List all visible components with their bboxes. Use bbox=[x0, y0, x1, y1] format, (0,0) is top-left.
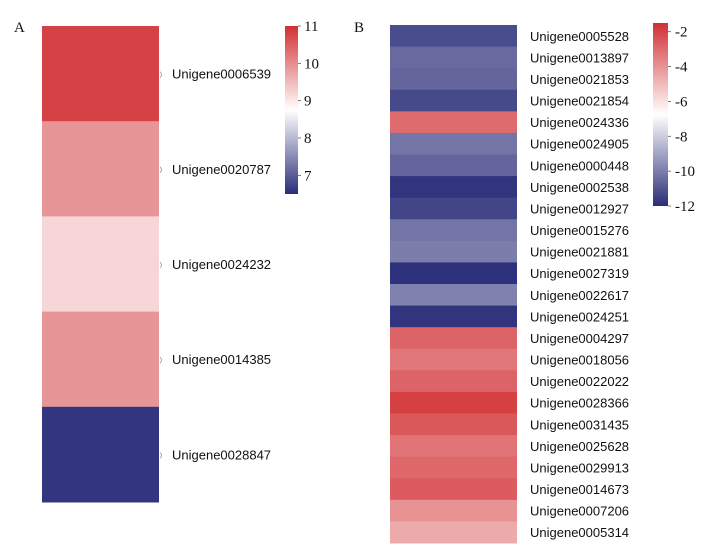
colorbar-tick-label: -12 bbox=[675, 199, 695, 215]
heatmap-cell bbox=[390, 391, 517, 414]
row-label: Unigene0022022 bbox=[530, 374, 629, 389]
row-label: Unigene0000448 bbox=[530, 158, 629, 173]
panel-a-letter: A bbox=[14, 20, 25, 36]
colorbar-tick-label: 8 bbox=[304, 131, 312, 147]
heatmap-cell bbox=[390, 521, 517, 544]
row-label: Unigene0028847 bbox=[172, 447, 271, 462]
heatmap-cell bbox=[390, 348, 517, 371]
row-label: Unigene0024336 bbox=[530, 115, 629, 130]
row-label: Unigene0024905 bbox=[530, 137, 629, 152]
panel-b-letter: B bbox=[354, 20, 364, 36]
colorbar-tick-label: -8 bbox=[675, 129, 688, 145]
heatmap-cell bbox=[390, 154, 517, 177]
heatmap-cell bbox=[390, 305, 517, 328]
colorbar-tick-label: -4 bbox=[675, 60, 688, 76]
row-label: Unigene0006539 bbox=[172, 67, 271, 82]
heatmap-cell bbox=[390, 111, 517, 134]
heatmap-cell bbox=[390, 499, 517, 522]
heatmap-cell bbox=[390, 478, 517, 501]
colorbar-tick-label: 10 bbox=[304, 56, 319, 72]
heatmap-cell bbox=[42, 311, 159, 408]
row-label: Unigene0025628 bbox=[530, 439, 629, 454]
heatmap-cell bbox=[390, 240, 517, 263]
heatmap-cell bbox=[390, 370, 517, 393]
row-label: Unigene0005528 bbox=[530, 29, 629, 44]
row-label: Unigene0021854 bbox=[530, 94, 629, 109]
colorbar-tick-label: -6 bbox=[675, 94, 688, 110]
heatmap-cell bbox=[390, 176, 517, 199]
heatmap-cell bbox=[390, 435, 517, 458]
heatmap-cell bbox=[42, 216, 159, 313]
colorbar bbox=[285, 26, 298, 194]
row-label: Unigene0024251 bbox=[530, 309, 629, 324]
row-label: Unigene0012927 bbox=[530, 201, 629, 216]
heatmap-cell bbox=[390, 284, 517, 307]
colorbar-tick-label: 9 bbox=[304, 94, 312, 110]
row-label: Unigene0014385 bbox=[172, 352, 271, 367]
row-label: Unigene0020787 bbox=[172, 162, 271, 177]
row-label: Unigene0029913 bbox=[530, 460, 629, 475]
colorbar-tick-label: 7 bbox=[304, 168, 312, 184]
row-label: Unigene0002538 bbox=[530, 180, 629, 195]
heatmap-cell bbox=[42, 26, 159, 122]
row-label: Unigene0027319 bbox=[530, 266, 629, 281]
row-label: Unigene0028366 bbox=[530, 396, 629, 411]
row-label: Unigene0004297 bbox=[530, 331, 629, 346]
heatmap-cell bbox=[390, 327, 517, 350]
heatmap-cell bbox=[390, 132, 517, 155]
colorbar-tick-label: -2 bbox=[675, 25, 688, 41]
row-tick-mark bbox=[159, 261, 162, 269]
heatmap-cell bbox=[42, 406, 159, 503]
heatmap-cell bbox=[390, 456, 517, 479]
row-label: Unigene0031435 bbox=[530, 417, 629, 432]
row-label: Unigene0021881 bbox=[530, 245, 629, 260]
row-label: Unigene0015276 bbox=[530, 223, 629, 238]
heatmap-panel-a: Unigene0006539 Unigene0020787 Unigene00242… bbox=[42, 19, 319, 503]
heatmap-cell bbox=[390, 197, 517, 220]
row-label: Unigene0018056 bbox=[530, 353, 629, 368]
heatmap-cell bbox=[390, 68, 517, 91]
heatmap-panel-b: Unigene0005528 Unigene0013897 Unigene00218… bbox=[390, 23, 695, 544]
row-label: Unigene0021853 bbox=[530, 72, 629, 87]
heatmap-cell bbox=[42, 121, 159, 217]
heatmap-cell bbox=[390, 262, 517, 285]
colorbar bbox=[653, 23, 668, 206]
row-label: Unigene0014673 bbox=[530, 482, 629, 497]
row-label: Unigene0007206 bbox=[530, 504, 629, 519]
colorbar-tick-label: 11 bbox=[304, 19, 318, 35]
heatmap-cell bbox=[390, 89, 517, 112]
colorbar-tick-label: -10 bbox=[675, 164, 695, 180]
row-tick-mark bbox=[159, 166, 162, 174]
row-label: Unigene0005314 bbox=[530, 525, 629, 540]
row-tick-mark bbox=[159, 452, 162, 459]
row-label: Unigene0013897 bbox=[530, 50, 629, 65]
row-label: Unigene0022617 bbox=[530, 288, 629, 303]
row-tick-mark bbox=[159, 71, 162, 78]
heatmap-cell bbox=[390, 413, 517, 436]
heatmap-cell bbox=[390, 219, 517, 242]
row-tick-mark bbox=[159, 356, 162, 364]
row-label: Unigene0024232 bbox=[172, 257, 271, 272]
heatmap-cell bbox=[390, 25, 517, 48]
heatmap-cell bbox=[390, 46, 517, 69]
